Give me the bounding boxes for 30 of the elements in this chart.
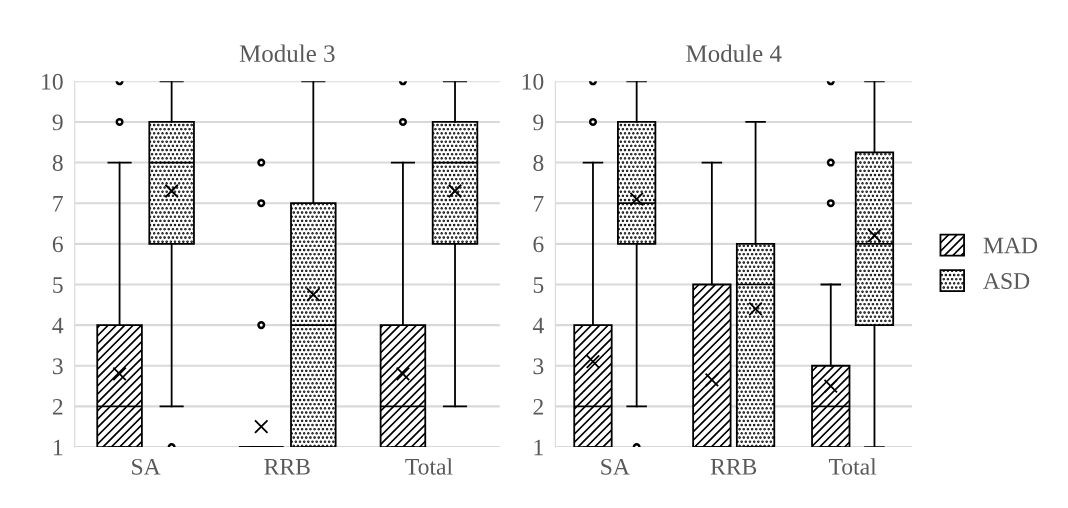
y-tick-label: 8 <box>533 155 544 171</box>
y-tick-label: 2 <box>52 398 63 415</box>
y-tick-label: 5 <box>533 277 544 293</box>
y-tick-label: 2 <box>533 398 543 415</box>
legend-label: MAD <box>983 237 1038 254</box>
x-tick-label: Total <box>828 458 877 475</box>
chart-title: Module 3 <box>239 44 335 63</box>
y-tick-label: 3 <box>52 358 63 375</box>
y-tick-label: 6 <box>533 236 544 253</box>
x-tick-label: SA <box>132 458 161 475</box>
y-tick-label: 1 <box>534 439 543 456</box>
y-tick-label: 4 <box>52 317 64 334</box>
legend-label: ASD <box>983 273 1030 289</box>
y-tick-label: 6 <box>52 236 63 253</box>
y-tick-label: 1 <box>53 439 63 456</box>
y-tick-label: 7 <box>53 195 63 212</box>
x-tick-label: RRB <box>710 459 757 475</box>
x-tick-label: SA <box>601 458 630 475</box>
y-tick-label: 10 <box>42 73 63 90</box>
y-tick-label: 9 <box>52 114 63 131</box>
y-tick-label: 9 <box>533 114 544 131</box>
y-tick-label: 8 <box>52 155 63 171</box>
y-tick-label: 7 <box>534 195 544 212</box>
x-tick-label: Total <box>405 458 453 475</box>
y-tick-label: 5 <box>53 277 63 293</box>
y-tick-label: 4 <box>532 317 544 334</box>
x-tick-label: RRB <box>264 459 310 475</box>
y-tick-label: 3 <box>533 358 544 375</box>
y-tick-label: 10 <box>522 73 544 90</box>
chart-title: Module 4 <box>686 44 782 63</box>
